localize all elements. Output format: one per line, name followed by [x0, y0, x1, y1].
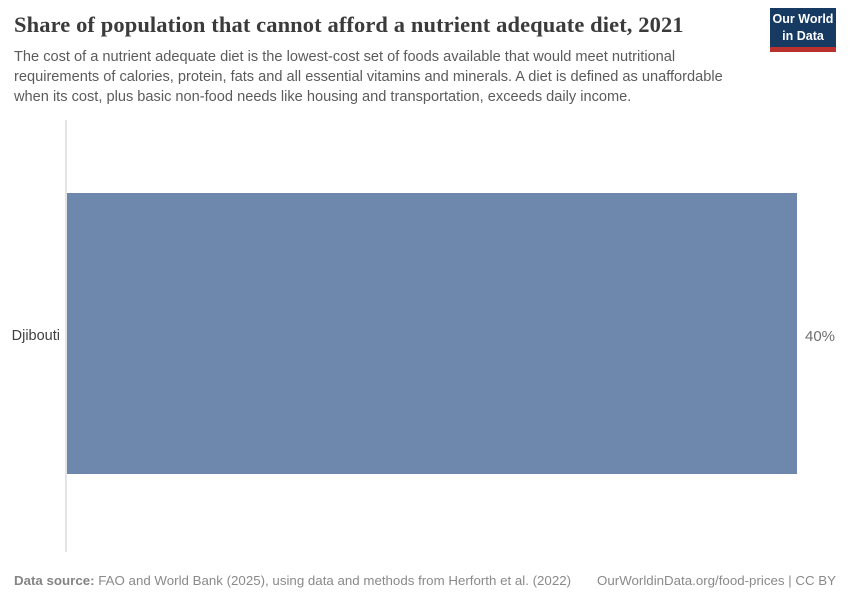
owid-logo: Our World in Data [770, 8, 836, 52]
owid-logo-line1: Our World [772, 12, 834, 27]
owid-logo-text: Our World in Data [773, 11, 834, 44]
plot-area [67, 120, 797, 552]
data-source-text: FAO and World Bank (2025), using data an… [94, 573, 572, 588]
entity-label-djibouti: Djibouti [11, 328, 60, 344]
chart-title: Share of population that cannot afford a… [14, 12, 684, 37]
owid-logo-line2: in Data [782, 28, 824, 43]
data-source-label: Data source: [14, 573, 95, 588]
chart-footer: Data source: FAO and World Bank (2025), … [14, 573, 836, 588]
owid-license-link[interactable]: OurWorldinData.org/food-prices | CC BY [597, 573, 836, 588]
bar-djibouti[interactable] [67, 193, 797, 474]
y-axis-line [65, 120, 67, 552]
value-label-djibouti: 40% [805, 328, 836, 345]
chart-subtitle: The cost of a nutrient adequate diet is … [14, 49, 723, 105]
data-source: Data source: FAO and World Bank (2025), … [14, 573, 571, 588]
